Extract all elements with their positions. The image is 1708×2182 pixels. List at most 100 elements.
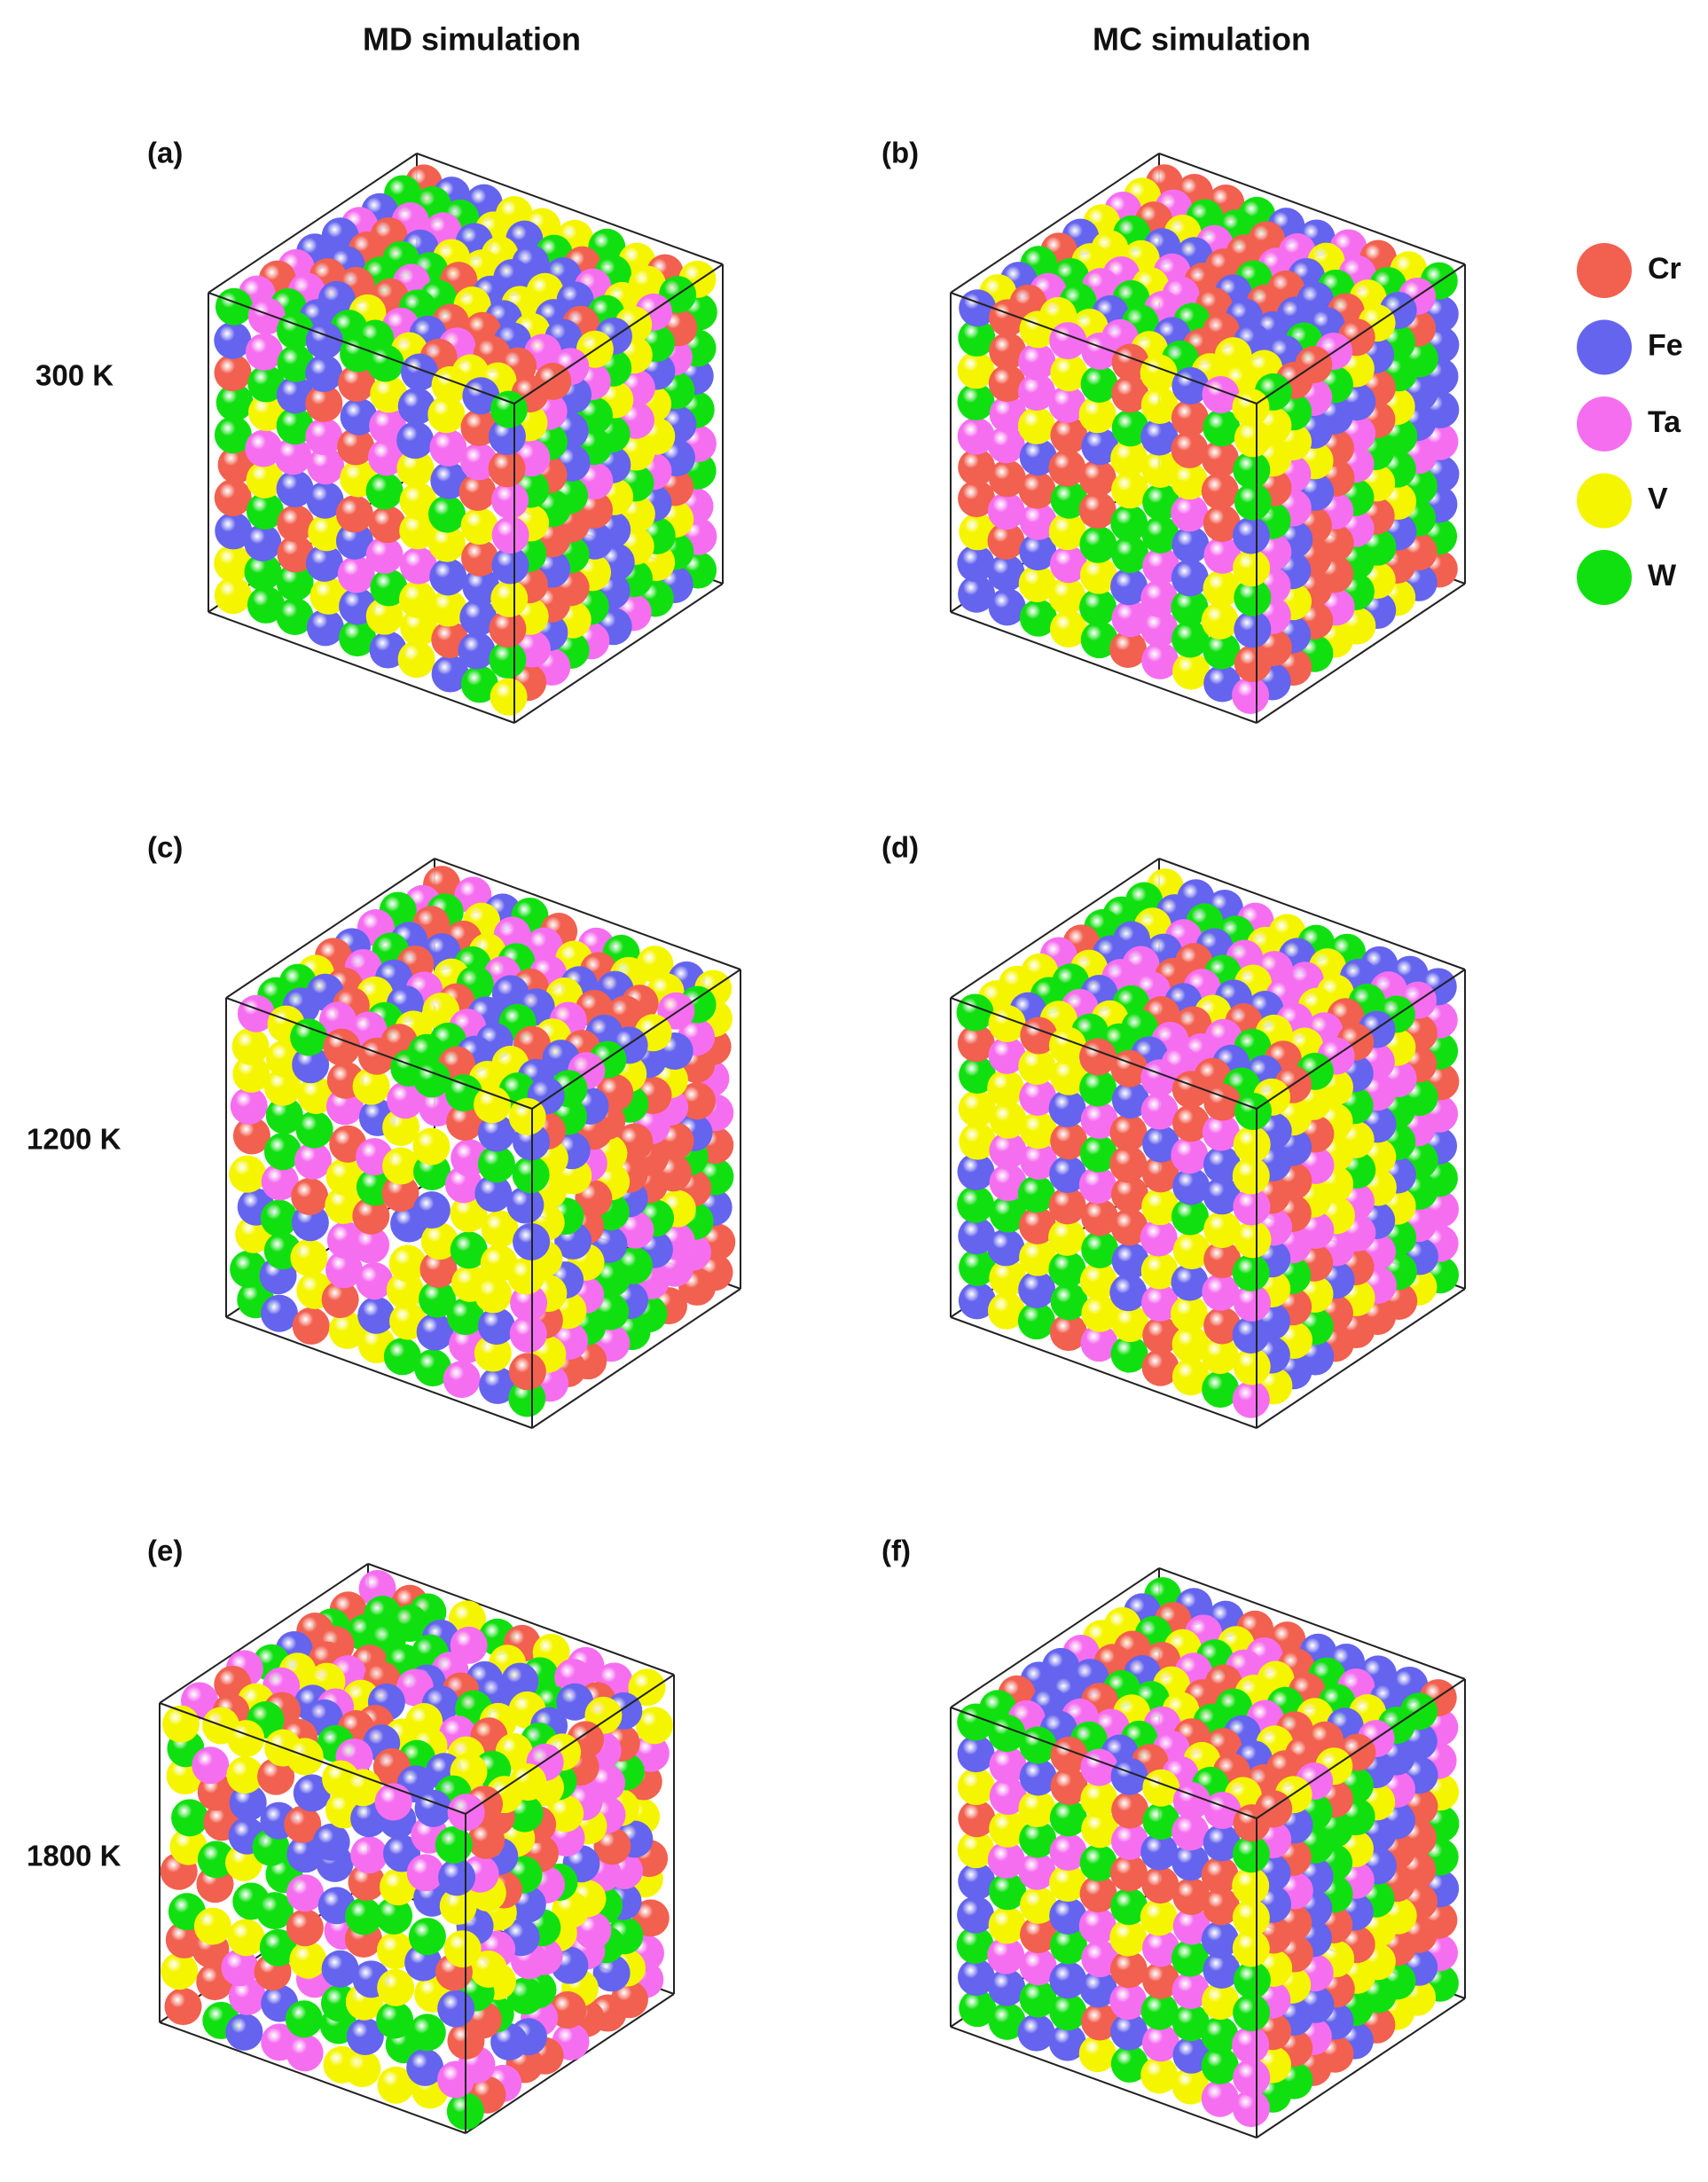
atom	[214, 321, 252, 359]
atom-cube	[950, 153, 1466, 724]
atom	[1141, 1348, 1179, 1386]
atom	[474, 1275, 513, 1314]
atom	[321, 1280, 359, 1318]
atom	[957, 351, 995, 389]
atom	[957, 545, 995, 583]
atom	[1080, 1780, 1118, 1818]
atom	[348, 1864, 386, 1902]
atom	[214, 416, 252, 454]
atom	[370, 375, 408, 413]
atom	[474, 1334, 512, 1372]
atom	[1111, 1081, 1149, 1119]
atom	[957, 1831, 995, 1869]
atom	[1018, 564, 1056, 602]
atom	[987, 1291, 1025, 1330]
atom	[387, 1081, 425, 1119]
atom	[1050, 1122, 1088, 1160]
atom	[1201, 440, 1239, 478]
atom	[1203, 1307, 1242, 1345]
atom	[1201, 601, 1239, 640]
atom	[1141, 1155, 1179, 1193]
atom	[357, 1296, 396, 1334]
atom	[1019, 599, 1057, 637]
atom	[1050, 1057, 1088, 1095]
atom	[459, 599, 498, 637]
atom	[375, 1896, 413, 1935]
atom	[412, 1191, 451, 1229]
atom	[382, 1147, 420, 1185]
atom	[1234, 1221, 1272, 1259]
atom	[1050, 1283, 1088, 1321]
atom	[408, 1918, 446, 1956]
atom	[1141, 1283, 1179, 1322]
atom	[1048, 577, 1086, 615]
cube-edge	[1256, 263, 1466, 404]
cube-edge	[208, 153, 418, 294]
atom	[276, 376, 314, 414]
atom	[443, 1361, 481, 1399]
atom	[1081, 428, 1119, 466]
cube-edge	[465, 1993, 675, 2134]
atom	[1110, 1757, 1148, 1795]
atom	[1171, 494, 1209, 532]
atom	[1233, 549, 1271, 587]
atom	[508, 1379, 546, 1417]
cube-edge	[225, 1316, 533, 1429]
atom	[1081, 332, 1119, 370]
atom	[1111, 1175, 1149, 1213]
atom	[217, 445, 255, 483]
atom	[628, 1668, 666, 1707]
atom	[460, 443, 498, 481]
atom	[289, 1941, 327, 1979]
atom	[1141, 2024, 1179, 2062]
atom	[1233, 1347, 1271, 1385]
atom	[414, 1349, 452, 1387]
atom	[325, 1158, 364, 1196]
row-label: 1200 K	[27, 1123, 121, 1156]
atom	[398, 580, 436, 618]
atom	[1048, 385, 1086, 423]
atom	[956, 1926, 994, 1964]
atom	[1140, 354, 1178, 392]
atom	[446, 1103, 484, 1142]
atom	[292, 1046, 330, 1084]
atom	[1203, 1146, 1241, 1184]
atom	[1201, 1856, 1239, 1895]
atom	[988, 588, 1026, 626]
atom	[306, 608, 344, 647]
atom	[1171, 559, 1209, 597]
atom	[335, 522, 373, 560]
atom	[1081, 1230, 1119, 1268]
atom	[374, 1783, 412, 1821]
atom	[1233, 1188, 1271, 1226]
atom	[1079, 1134, 1117, 1173]
atom	[1140, 579, 1179, 617]
atom	[1049, 1927, 1087, 1965]
atom	[291, 1204, 329, 1242]
atom	[987, 1069, 1025, 1107]
cube-edge	[225, 858, 435, 999]
atom	[1171, 1972, 1210, 2010]
atom	[416, 1313, 454, 1351]
cube-edge	[1256, 583, 1466, 724]
atom	[1171, 2004, 1210, 2042]
atom	[255, 1892, 294, 1930]
atom	[1234, 420, 1272, 458]
atom	[1141, 1866, 1179, 1904]
atom	[1017, 2013, 1055, 2052]
atom	[1141, 515, 1179, 553]
atom	[321, 1950, 359, 1988]
atom	[988, 365, 1026, 403]
atom	[1141, 1188, 1179, 1226]
atom	[989, 395, 1027, 433]
atom	[1232, 1929, 1270, 1967]
atom	[1140, 386, 1179, 424]
atom	[293, 1774, 331, 1812]
legend-swatch	[1577, 319, 1632, 375]
atom	[229, 1784, 267, 1822]
cube-edge	[159, 2021, 466, 2134]
atom	[244, 553, 282, 591]
atom	[344, 1769, 382, 1807]
atom	[277, 505, 315, 543]
